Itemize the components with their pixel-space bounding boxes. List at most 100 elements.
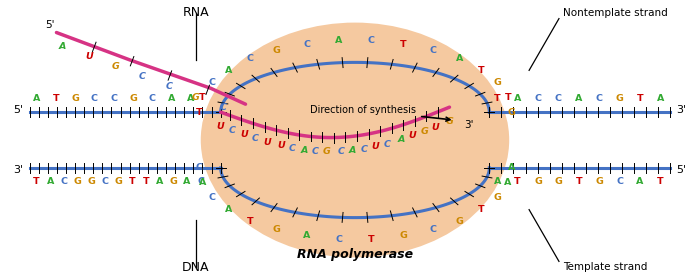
Text: Nontemplate strand: Nontemplate strand	[563, 8, 668, 18]
Text: T: T	[129, 177, 136, 186]
Text: U: U	[240, 130, 248, 139]
Text: 5': 5'	[676, 165, 687, 175]
Text: G: G	[554, 177, 562, 186]
Text: G: G	[74, 177, 81, 186]
Text: T: T	[494, 94, 500, 103]
Text: A: A	[183, 177, 190, 186]
Text: T: T	[34, 177, 40, 186]
Text: C: C	[110, 94, 117, 103]
Text: A: A	[156, 177, 163, 186]
Text: C: C	[596, 94, 603, 103]
Text: C: C	[91, 94, 98, 103]
Text: C: C	[335, 235, 342, 244]
Text: T: T	[143, 177, 149, 186]
Text: G: G	[273, 225, 281, 234]
Text: A: A	[300, 146, 307, 155]
Text: C: C	[616, 177, 623, 186]
Text: C: C	[229, 126, 236, 135]
Text: G: G	[273, 46, 281, 55]
Text: T: T	[505, 93, 511, 102]
Text: A: A	[225, 66, 232, 74]
Text: A: A	[494, 177, 501, 186]
Text: G: G	[446, 117, 454, 126]
Text: A: A	[657, 94, 664, 103]
Text: G: G	[494, 193, 502, 202]
Text: T: T	[575, 177, 582, 186]
Text: C: C	[197, 177, 204, 186]
Text: C: C	[535, 94, 542, 103]
Text: C: C	[312, 147, 319, 156]
Text: C: C	[209, 193, 216, 202]
Text: C: C	[430, 225, 437, 234]
Text: C: C	[360, 145, 368, 154]
Text: Direction of synthesis: Direction of synthesis	[310, 105, 450, 121]
Text: C: C	[209, 78, 216, 87]
Text: G: G	[129, 94, 137, 103]
Text: G: G	[399, 232, 407, 241]
Text: G: G	[616, 94, 624, 103]
Text: T: T	[199, 93, 206, 102]
Text: 3': 3'	[676, 105, 687, 115]
Text: C: C	[252, 134, 259, 143]
Text: G: G	[71, 94, 79, 103]
Text: C: C	[555, 94, 562, 103]
Text: DNA: DNA	[182, 261, 209, 274]
Text: A: A	[335, 36, 342, 45]
Text: G: G	[323, 148, 331, 157]
Text: U: U	[372, 143, 379, 151]
Text: U: U	[432, 123, 440, 132]
Text: A: A	[47, 177, 54, 186]
Text: A: A	[199, 178, 206, 187]
Text: C: C	[384, 139, 391, 148]
Text: A: A	[504, 178, 512, 187]
Text: G: G	[534, 177, 542, 186]
Text: U: U	[217, 122, 225, 131]
Text: C: C	[430, 46, 437, 55]
Text: U: U	[409, 132, 416, 141]
Text: A: A	[303, 232, 310, 241]
Text: A: A	[168, 94, 175, 103]
Text: C: C	[368, 36, 374, 45]
Text: T: T	[514, 177, 521, 186]
Text: T: T	[637, 94, 643, 103]
Text: C: C	[166, 82, 173, 92]
Text: A: A	[187, 94, 195, 103]
Text: A: A	[514, 94, 522, 103]
Text: G: G	[88, 177, 95, 186]
Text: 3': 3'	[13, 165, 24, 175]
Text: G: G	[115, 177, 122, 186]
Text: G: G	[508, 108, 515, 117]
Text: A: A	[33, 94, 41, 103]
Text: A: A	[456, 54, 463, 63]
Text: T: T	[400, 39, 407, 48]
Text: 5': 5'	[13, 105, 24, 115]
Text: U: U	[277, 141, 285, 150]
Text: U: U	[85, 52, 92, 61]
Text: 3': 3'	[464, 120, 474, 130]
Text: G: G	[169, 177, 177, 186]
Text: T: T	[52, 94, 60, 103]
Text: A: A	[58, 42, 66, 51]
Text: C: C	[139, 72, 146, 81]
Text: G: G	[192, 93, 199, 102]
Text: U: U	[263, 137, 271, 147]
Text: G: G	[112, 62, 120, 71]
Text: C: C	[247, 54, 254, 63]
Text: RNA polymerase: RNA polymerase	[297, 248, 413, 262]
Text: T: T	[478, 206, 484, 214]
Text: C: C	[303, 39, 310, 48]
Text: A: A	[508, 163, 515, 172]
Ellipse shape	[201, 23, 509, 257]
Text: A: A	[636, 177, 644, 186]
Text: G: G	[494, 78, 502, 87]
Text: T: T	[478, 66, 484, 74]
Text: 5': 5'	[45, 20, 54, 30]
Text: A: A	[575, 94, 582, 103]
Text: G: G	[456, 217, 463, 226]
Text: C: C	[60, 177, 67, 186]
Text: C: C	[289, 144, 296, 153]
Text: T: T	[247, 217, 254, 226]
Text: A: A	[398, 136, 405, 144]
Text: RNA: RNA	[183, 6, 209, 19]
Text: A: A	[349, 146, 356, 155]
